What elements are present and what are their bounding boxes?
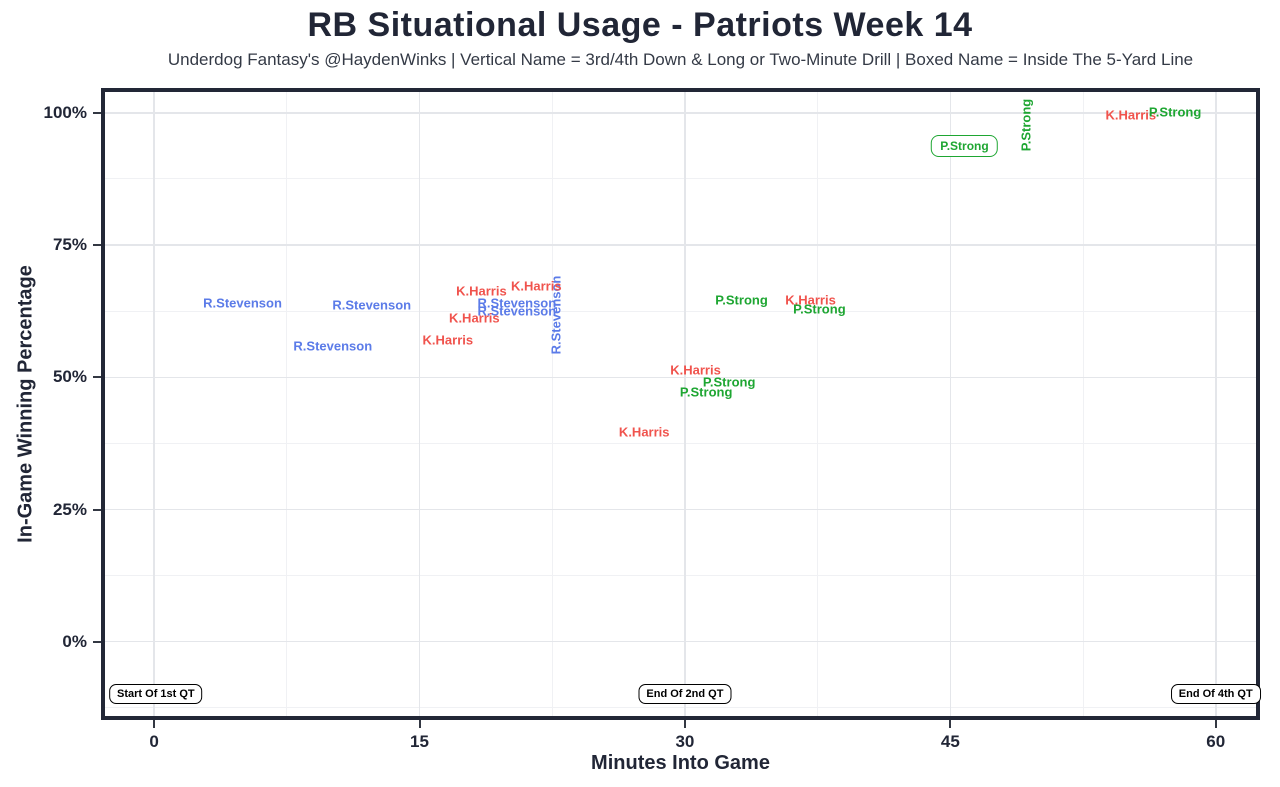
x-tick-mark [418,720,421,728]
x-tick-label: 15 [410,732,429,751]
gridline-x-major [418,92,421,716]
y-tick-label: 50% [52,367,87,387]
x-axis-title: Minutes Into Game [591,752,770,774]
data-point-label: K.Harris [422,332,474,348]
y-tick-label: 0% [62,631,87,651]
gridline-x-minor [817,92,819,716]
gridline-y-minor [105,178,1256,180]
data-point-label: P.Strong [679,384,733,400]
gridline-x-major [1215,92,1217,716]
plot-area: 0% 25% 50% 75% 100% 0 15 30 45 60 R.Stevenson R.Ste… [44,88,1261,751]
y-tick-mark [93,111,101,114]
x-tick-mark [153,720,156,728]
gridline-y-major [105,508,1256,511]
x-tick-mark [949,720,952,728]
gridline-x-minor [551,92,553,716]
annotation-box: End Of 4th QT [1170,684,1261,705]
gridline-x-minor [286,92,288,716]
data-point-label: K.Harris [510,278,562,294]
gridline-x-minor [1082,92,1084,716]
data-point-label: R.Stevenson [203,295,282,311]
gridline-y-minor [105,310,1256,312]
data-point-label: K.Harris [785,292,836,308]
data-point-label: P.Strong [1018,98,1034,152]
x-tick-label: 60 [1206,732,1226,751]
data-point-label: K.Harris [1105,107,1157,123]
y-tick-mark [93,244,101,247]
gridline-y-major [105,640,1256,643]
y-tick-label: 100% [43,102,87,122]
data-point-label: P.Strong [702,374,756,390]
y-tick-label: 75% [52,235,87,255]
x-tick-mark [683,720,686,728]
x-tick-label: 0 [149,732,159,751]
gridline-y-minor [105,442,1256,444]
y-tick-label: 25% [52,499,87,519]
gridline-x-major [684,92,686,716]
x-tick-label: 45 [940,732,960,751]
data-point-label: R.Stevenson [477,303,557,319]
gridline-x-major [949,92,952,716]
data-point-label: K.Harris [449,310,500,326]
data-point-label: P.Strong [715,292,768,308]
y-tick-mark [93,376,101,379]
chart-title: RB Situational Usage - Patriots Week 14 [307,6,973,44]
gridline-x-major [153,92,155,716]
chart-subtitle: Underdog Fantasy's @HaydenWinks | Vertic… [167,50,1194,69]
annotation-box: End Of 2nd QT [638,684,732,705]
y-tick-mark [93,508,101,511]
gridline-y-major [105,376,1256,379]
gridline-y-minor [105,707,1256,709]
data-point-label: P.Strong [1148,104,1202,120]
x-tick-label: 30 [675,732,695,751]
annotation-box: Start Of 1st QT [109,684,203,705]
data-point-label: K.Harris [456,283,507,299]
data-point-label: R.Stevenson [477,295,557,311]
gridline-y-major [105,244,1256,246]
gridline-y-major [105,112,1256,114]
data-point-label: R.Stevenson [293,338,373,354]
gridline-y-minor [105,575,1256,577]
x-tick-mark [1214,720,1217,728]
y-axis-title: In-Game Winning Percentage [14,265,37,543]
data-point-label: P.Strong [793,301,846,317]
data-point-label: K.Harris [618,424,670,440]
data-point-label: K.Harris [670,362,721,378]
data-point-label: R.Stevenson [332,297,412,313]
data-point-label: P.Strong [931,135,998,158]
y-tick-mark [93,640,101,643]
